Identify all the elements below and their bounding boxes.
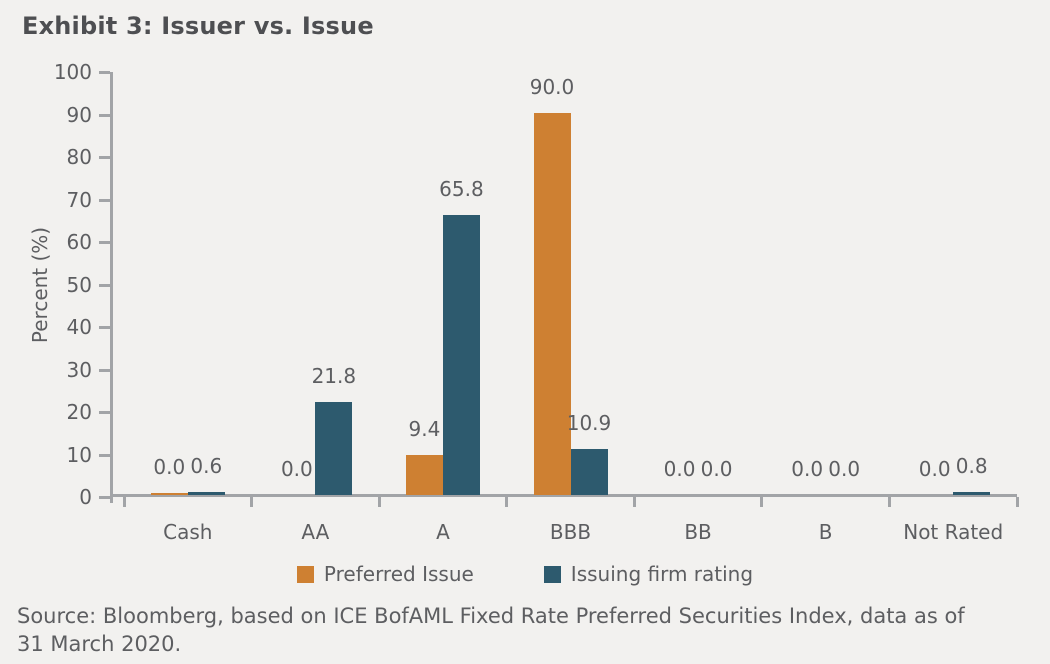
value-label: 0.0 (280, 457, 313, 481)
y-axis-tick (99, 198, 110, 202)
x-axis-tick (760, 497, 764, 507)
y-axis-tick-label: 60 (66, 230, 92, 254)
x-axis-tick (1015, 497, 1019, 507)
value-label: 0.6 (190, 454, 223, 479)
y-axis-tick (99, 156, 110, 159)
bar-issuing-firm-rating-not-rated (953, 491, 991, 495)
y-axis-tick (99, 411, 110, 414)
page-title: Exhibit 3: Issuer vs. Issue (22, 12, 374, 40)
y-axis-tick-label: 50 (66, 272, 92, 297)
bar-issuing-firm-rating-cash (187, 492, 225, 495)
plot-area: 0 10 20 30 40 50 60 70 80 90 100 0.0 0.6 Cash 0.0 21.8 A… (54, 60, 1019, 544)
bar-issuing-firm-rating-aa (315, 402, 353, 495)
source-text: Source: Bloomberg, based on ICE BofAML F… (17, 602, 1033, 658)
x-axis-tick (122, 497, 126, 507)
legend-swatch-orange-icon (296, 565, 314, 583)
value-label: 0.0 (791, 457, 824, 481)
x-category-label-cash: Cash (163, 520, 213, 544)
bar-issuing-firm-rating-bbb (570, 448, 608, 495)
value-label: 0.0 (663, 457, 696, 481)
y-axis-tick-label: 70 (66, 187, 92, 212)
value-label: 65.8 (439, 177, 484, 202)
x-axis-tick (887, 497, 891, 507)
x-category-label-bb: BB (684, 520, 712, 544)
bar-issuing-firm-rating-a (442, 215, 480, 495)
x-category-label-not-rated: Not Rated (903, 520, 1004, 544)
value-label: 0.0 (153, 455, 186, 479)
legend: Preferred Issue Issuing firm rating (0, 562, 1050, 586)
bar-preferred-issue-cash (150, 493, 188, 495)
value-label: 21.8 (311, 364, 357, 389)
legend-item-issuing-firm-rating: Issuing firm rating (543, 562, 754, 586)
bar-preferred-issue-bbb (533, 112, 571, 495)
x-axis-tick (505, 497, 509, 507)
bar-preferred-issue-a (405, 455, 443, 495)
value-label: 0.0 (700, 457, 733, 481)
x-axis-tick (250, 497, 254, 507)
y-axis-tick-label: 100 (53, 60, 92, 84)
value-label: 0.0 (918, 457, 951, 481)
legend-item-preferred-issue: Preferred Issue (296, 562, 474, 586)
value-label: 9.4 (408, 417, 441, 442)
y-axis-tick (99, 113, 110, 117)
y-axis-tick-label: 40 (66, 315, 92, 339)
x-category-label-bbb: BBB (549, 520, 592, 544)
value-label: 0.0 (828, 457, 861, 481)
source-line-2: 31 March 2020. (17, 632, 182, 656)
y-axis-tick-label: 90 (66, 102, 92, 127)
value-label: 0.8 (955, 453, 988, 478)
y-axis-tick (99, 283, 110, 287)
y-axis-tick (99, 326, 110, 329)
y-axis-tick-label: 0 (79, 485, 92, 509)
y-axis-tick (99, 496, 110, 499)
x-axis-tick (377, 497, 381, 507)
value-label: 10.9 (566, 410, 612, 435)
y-axis-tick (99, 368, 110, 372)
y-axis-tick-label: 30 (66, 357, 92, 382)
y-axis-tick-label: 20 (66, 400, 92, 424)
x-category-label-b: B (818, 520, 833, 544)
y-axis-tick-label: 80 (66, 145, 92, 169)
y-axis-tick-label: 10 (66, 442, 92, 467)
source-line-1: Source: Bloomberg, based on ICE BofAML F… (17, 604, 965, 628)
x-axis-line (110, 494, 1017, 497)
legend-swatch-teal-icon (543, 565, 561, 583)
x-axis-tick (632, 497, 636, 507)
x-category-label-aa: AA (301, 520, 330, 544)
y-axis-line (110, 72, 113, 503)
legend-label: Preferred Issue (323, 562, 474, 586)
x-category-label-a: A (436, 520, 450, 544)
y-axis-tick (99, 241, 110, 244)
y-axis-tick (99, 453, 110, 457)
legend-label: Issuing firm rating (570, 562, 754, 586)
value-label: 90.0 (529, 74, 575, 99)
y-axis-tick (99, 71, 110, 74)
